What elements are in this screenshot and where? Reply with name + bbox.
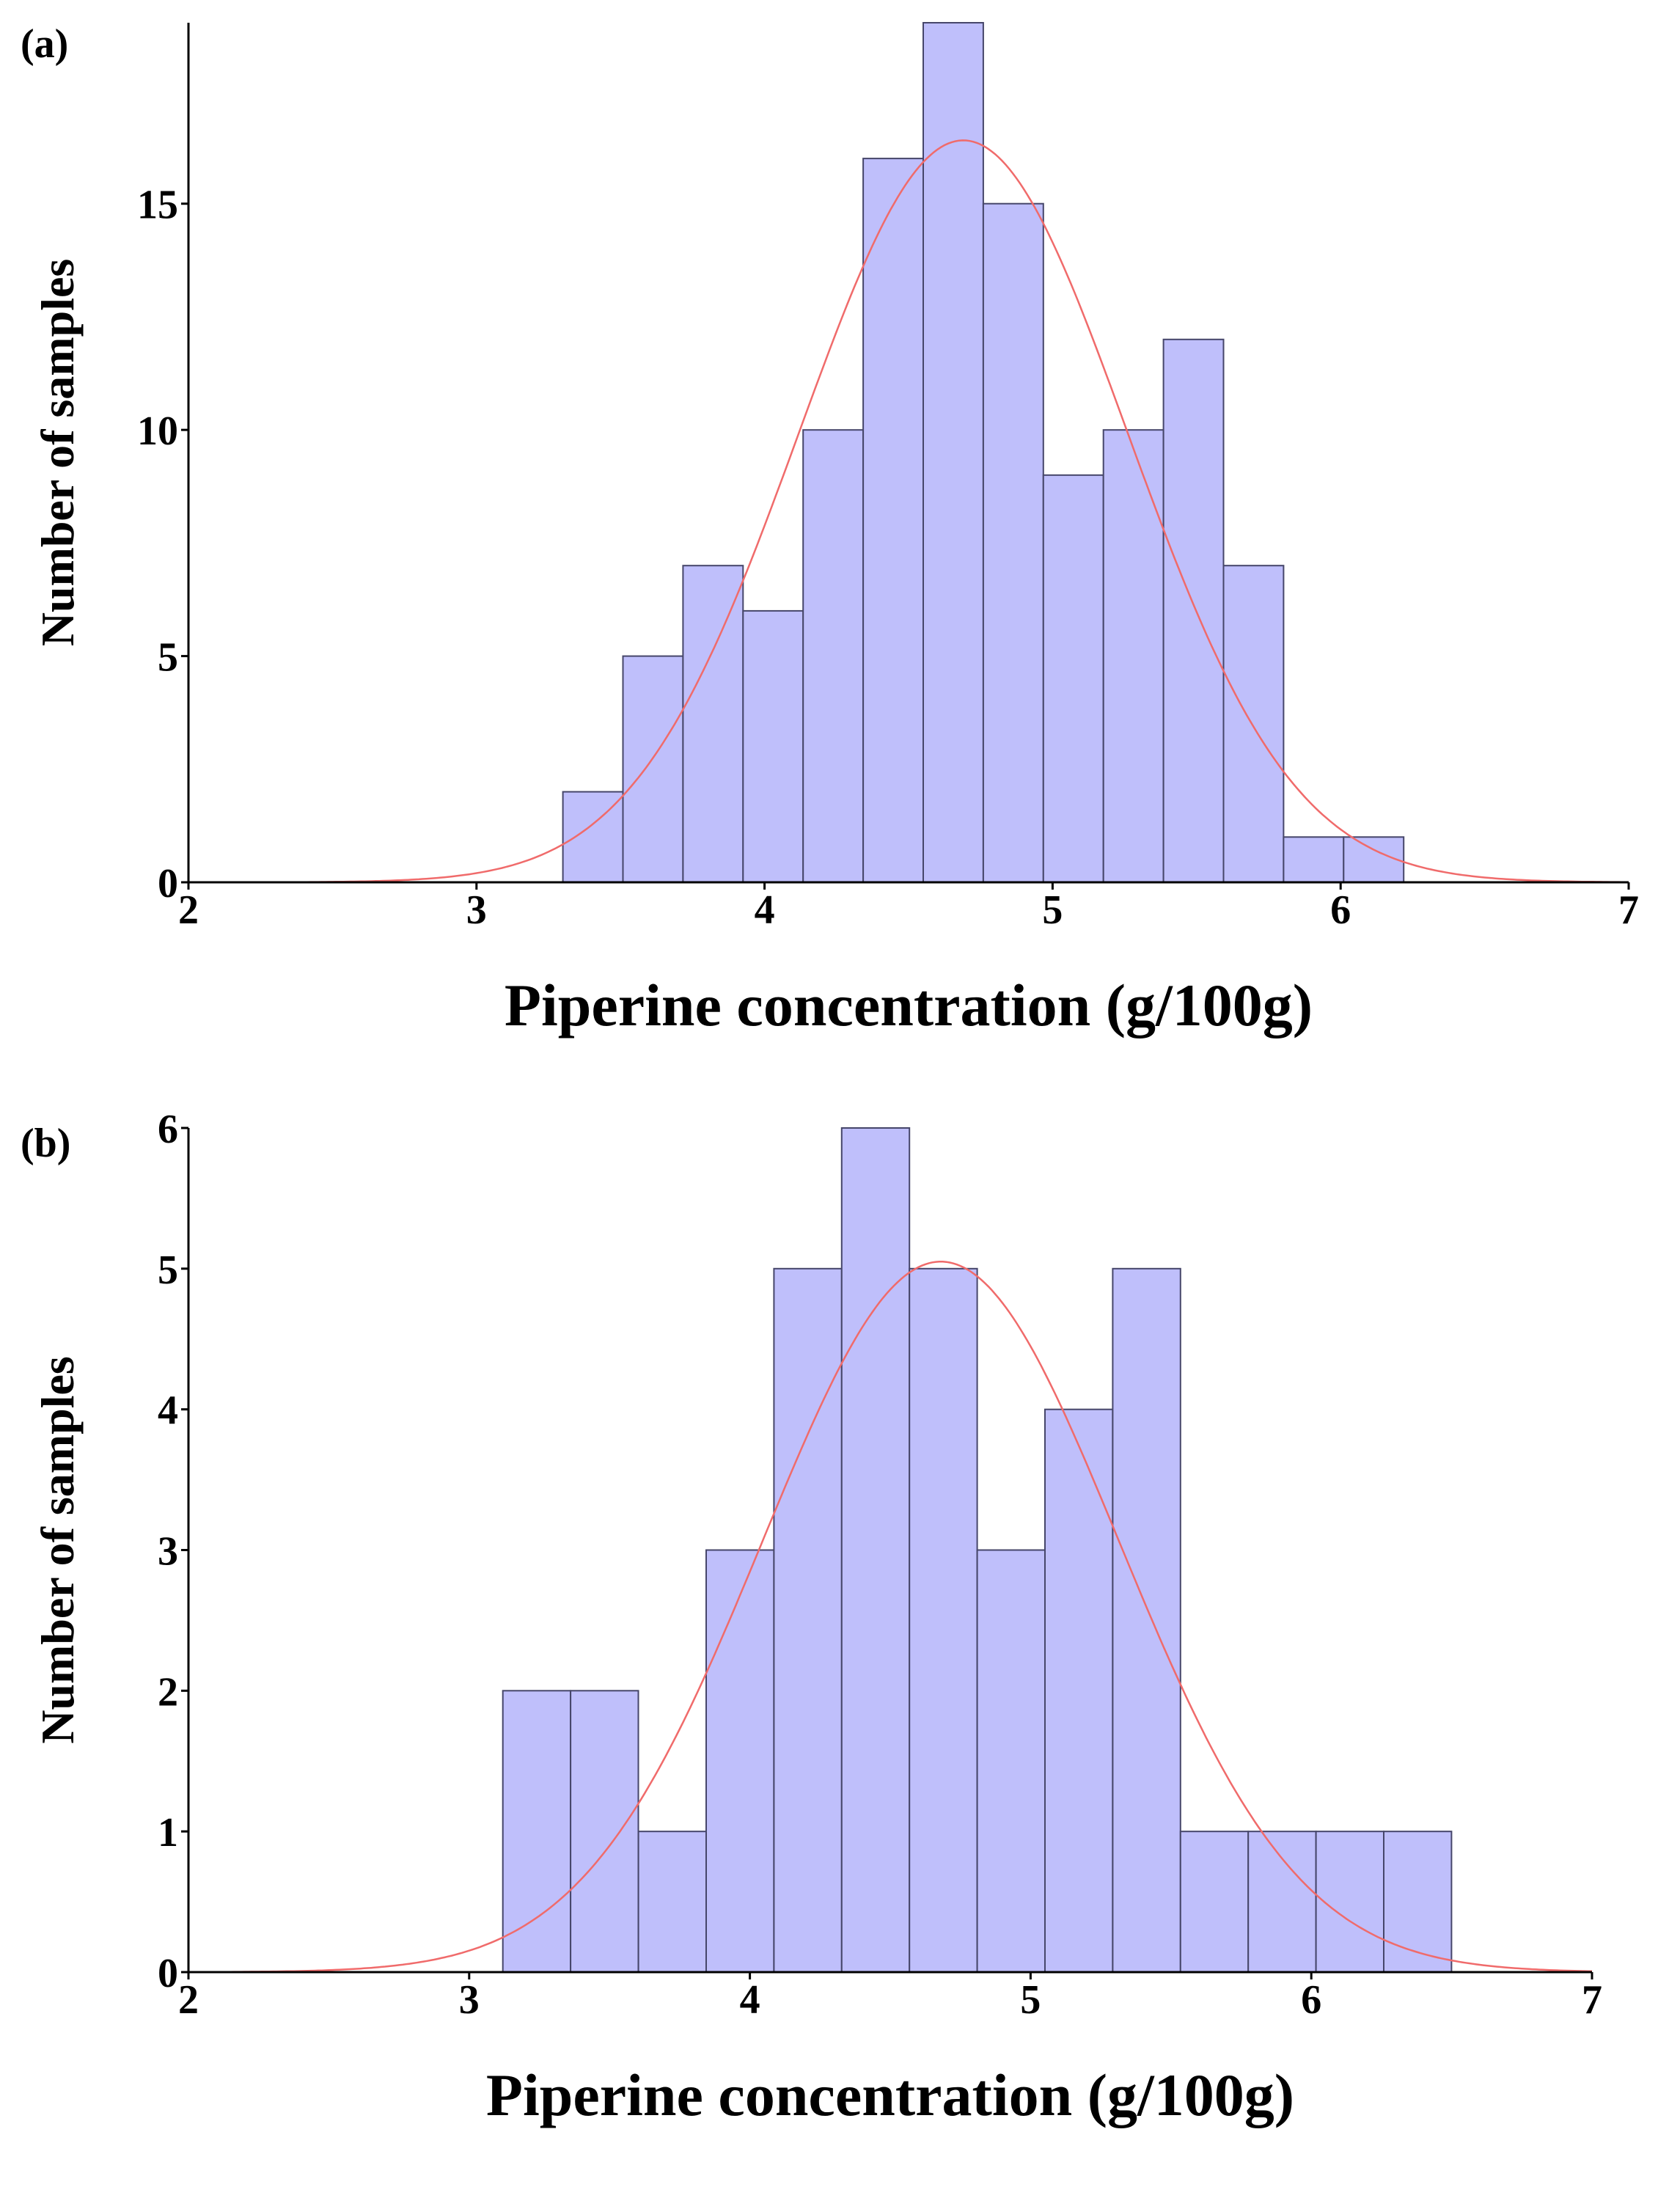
x-axis-title: Piperine concentration (g/100g) (486, 2062, 1294, 2128)
y-axis-title: Number of samples (32, 259, 84, 647)
histogram-bar (1179, 1831, 1250, 1973)
histogram-bar (1315, 1831, 1384, 1973)
histogram-bar (637, 1831, 707, 1973)
histogram-bar (1042, 474, 1104, 883)
y-tick-label: 4 (158, 1388, 178, 1434)
y-tick-label: 3 (158, 1529, 178, 1575)
histogram-bar (1162, 338, 1225, 883)
y-tick-label: 10 (137, 409, 178, 454)
x-axis-title: Piperine concentration (g/100g) (505, 972, 1313, 1038)
normal-fit-curve (188, 139, 1629, 884)
x-tick-label: 6 (1330, 887, 1351, 933)
histogram-bar (1283, 836, 1345, 884)
histogram-bar (705, 1549, 775, 1973)
x-tick-label: 3 (459, 1977, 480, 2023)
histogram-bar (982, 202, 1044, 883)
histogram-bar (976, 1549, 1046, 1973)
histogram-bar (922, 22, 984, 883)
x-tick-label: 2 (178, 1977, 199, 2023)
x-tick-label: 7 (1618, 887, 1639, 933)
histogram-bar (1102, 429, 1164, 883)
x-tick-label: 7 (1582, 1977, 1602, 2023)
y-tick-label: 5 (158, 635, 178, 681)
y-tick-label: 5 (158, 1248, 178, 1293)
histogram-bar (840, 1127, 911, 1973)
histogram-bar (773, 1267, 843, 1974)
panel-label: (b) (21, 1121, 70, 1166)
histogram-panel-a: 2 3 4 5 6 7 0 5 10 15 Piperine concentration (g/10… (21, 21, 1639, 1038)
y-tick-label: 1 (158, 1810, 178, 1856)
x-tick-label: 4 (740, 1977, 760, 2023)
histogram-bar (909, 1267, 978, 1974)
x-tick-label: 2 (178, 887, 199, 933)
y-tick-label: 15 (137, 183, 178, 228)
histogram-bar (742, 609, 804, 884)
x-tick-label: 4 (755, 887, 775, 933)
histogram-bar (682, 565, 744, 883)
histogram-bar (862, 158, 924, 884)
x-tick-label: 5 (1020, 1977, 1041, 2023)
panel-label: (a) (21, 21, 68, 67)
histogram-bar (1383, 1831, 1453, 1973)
histogram-bar (802, 429, 865, 883)
y-tick-label: 0 (158, 1951, 178, 1996)
x-tick-label: 3 (466, 887, 487, 933)
y-tick-label: 2 (158, 1669, 178, 1715)
histogram-bar (1112, 1267, 1181, 1974)
histogram-bar (1044, 1408, 1114, 1973)
x-tick-label: 5 (1042, 887, 1063, 933)
x-tick-label: 6 (1301, 1977, 1321, 2023)
histogram-bar (570, 1690, 639, 1974)
y-tick-label: 0 (158, 861, 178, 906)
normal-fit-curve (188, 1261, 1593, 1974)
histogram-bar (622, 655, 684, 883)
histogram-bar (1247, 1831, 1317, 1973)
histogram-bar (1343, 836, 1405, 884)
y-axis-title: Number of samples (32, 1356, 84, 1744)
histogram-bar (1222, 565, 1285, 883)
y-tick-label: 6 (158, 1107, 178, 1152)
histogram-bar (502, 1690, 572, 1974)
